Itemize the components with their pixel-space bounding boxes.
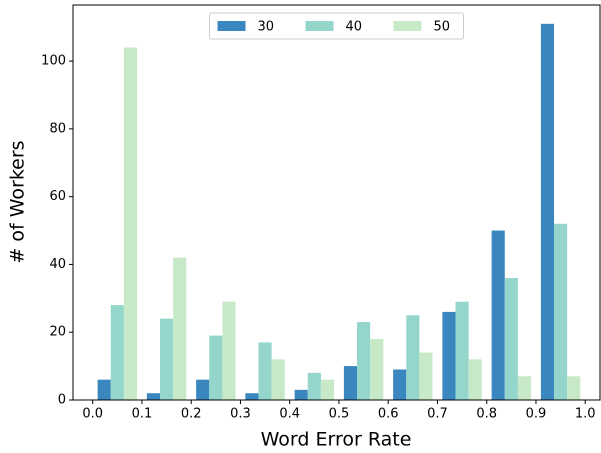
bar [406,315,420,400]
bar [455,301,469,400]
y-tick-label: 0 [58,393,66,408]
bar [271,359,285,400]
bar [110,305,124,400]
y-tick-label: 100 [41,54,66,69]
bar [320,379,335,400]
bar [209,335,223,400]
x-tick-label: 0.9 [526,407,547,422]
x-tick-label: 0.8 [476,407,497,422]
x-tick-label: 0.1 [132,407,153,422]
bar [196,379,210,400]
bar [357,322,371,400]
bar [540,23,555,401]
x-tick-label: 0.3 [230,407,251,422]
bar [442,311,456,400]
bar [517,376,532,400]
plot-frame [72,4,601,401]
y-tick-label: 80 [49,121,66,136]
bar [146,393,161,400]
bar [554,223,568,400]
x-tick-label: 1.0 [575,407,596,422]
legend-swatch [393,21,422,31]
bar [491,230,505,400]
x-tick-label: 0.6 [378,407,399,422]
bar [97,379,111,400]
x-tick-label: 0.2 [181,407,202,422]
bar [258,342,272,400]
y-tick-label: 60 [49,189,66,204]
x-tick-label: 0.0 [82,407,103,422]
y-axis-label: # of Workers [7,140,29,263]
bar [160,318,174,400]
y-tick-label: 20 [49,325,66,340]
bar [307,372,321,400]
legend-label: 50 [434,20,451,35]
bar [294,389,308,400]
x-tick-label: 0.5 [329,407,350,422]
bar [173,257,187,400]
x-axis-label: Word Error Rate [261,429,412,451]
legend-label: 30 [258,20,275,35]
x-tick-label: 0.4 [279,407,300,422]
bar [468,359,482,400]
bar [504,277,518,400]
bar [393,369,407,400]
bar [245,393,259,400]
y-tick-label: 40 [49,257,66,272]
bar [343,366,358,400]
bar [419,352,433,400]
legend-swatch [217,21,246,31]
legend-box [209,12,464,40]
bar [567,376,581,400]
x-tick-label: 0.7 [427,407,448,422]
bar [370,338,384,400]
bar [222,301,236,400]
bar [123,47,138,400]
legend-swatch [305,21,334,31]
legend-label: 40 [346,20,363,35]
